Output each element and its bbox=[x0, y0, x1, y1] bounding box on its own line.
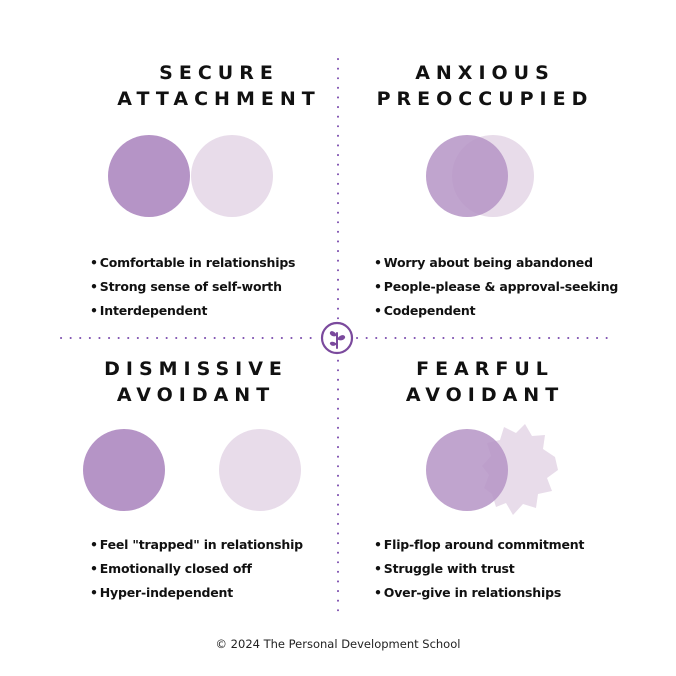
trait-list: Feel "trapped" in relationship Emotional… bbox=[90, 533, 303, 605]
list-item: Worry about being abandoned bbox=[374, 251, 618, 275]
self-circle bbox=[83, 429, 165, 511]
quadrant-fearful: FEARFUL AVOIDANT Flip-flop around commit… bbox=[332, 356, 632, 616]
quadrant-secure: SECURE ATTACHMENT Comfortable in relatio… bbox=[66, 60, 366, 330]
sprout-logo-icon bbox=[320, 321, 354, 355]
title-line: DISMISSIVE bbox=[104, 358, 288, 380]
title-line: FEARFUL bbox=[416, 358, 554, 380]
title-line: AVOIDANT bbox=[116, 384, 276, 406]
quadrant-title: FEARFUL AVOIDANT bbox=[332, 356, 632, 408]
trait-list: Worry about being abandoned People-pleas… bbox=[374, 251, 619, 323]
list-item: Emotionally closed off bbox=[90, 557, 303, 581]
other-circle bbox=[219, 429, 301, 511]
self-circle bbox=[426, 429, 508, 511]
list-item: Hyper-independent bbox=[90, 581, 303, 605]
title-line: ATTACHMENT bbox=[117, 88, 321, 110]
attachment-circles bbox=[426, 135, 534, 217]
title-line: PREOCCUPIED bbox=[376, 88, 594, 110]
quadrant-title: DISMISSIVE AVOIDANT bbox=[43, 356, 343, 408]
quadrant-dismissive: DISMISSIVE AVOIDANT Feel "trapped" in re… bbox=[43, 356, 343, 616]
quadrant-anxious: ANXIOUS PREOCCUPIED Worry about being ab… bbox=[332, 60, 632, 330]
list-item: People-please & approval-seeking bbox=[374, 275, 619, 299]
list-item: Codependent bbox=[374, 299, 618, 323]
list-item: Flip-flop around commitment bbox=[374, 533, 585, 557]
list-item: Strong sense of self-worth bbox=[90, 275, 295, 299]
title-line: SECURE bbox=[159, 62, 279, 84]
list-item: Comfortable in relationships bbox=[90, 251, 296, 275]
list-item: Interdependent bbox=[90, 299, 295, 323]
copyright-footer: © 2024 The Personal Development School bbox=[215, 637, 461, 651]
list-item: Over-give in relationships bbox=[374, 581, 584, 605]
list-item: Struggle with trust bbox=[374, 557, 584, 581]
vertical-divider bbox=[337, 58, 339, 612]
self-circle bbox=[108, 135, 190, 217]
attachment-circles bbox=[83, 429, 301, 511]
attachment-circles bbox=[108, 135, 273, 217]
list-item: Feel "trapped" in relationship bbox=[90, 533, 303, 557]
self-circle bbox=[426, 135, 508, 217]
trait-list: Flip-flop around commitment Struggle wit… bbox=[374, 533, 585, 605]
quadrant-title: SECURE ATTACHMENT bbox=[66, 60, 366, 112]
attachment-circles bbox=[426, 424, 558, 515]
title-line: ANXIOUS bbox=[415, 62, 555, 84]
trait-list: Comfortable in relationships Strong sens… bbox=[90, 251, 296, 323]
quadrant-title: ANXIOUS PREOCCUPIED bbox=[332, 60, 632, 112]
other-circle bbox=[191, 135, 273, 217]
title-line: AVOIDANT bbox=[405, 384, 565, 406]
